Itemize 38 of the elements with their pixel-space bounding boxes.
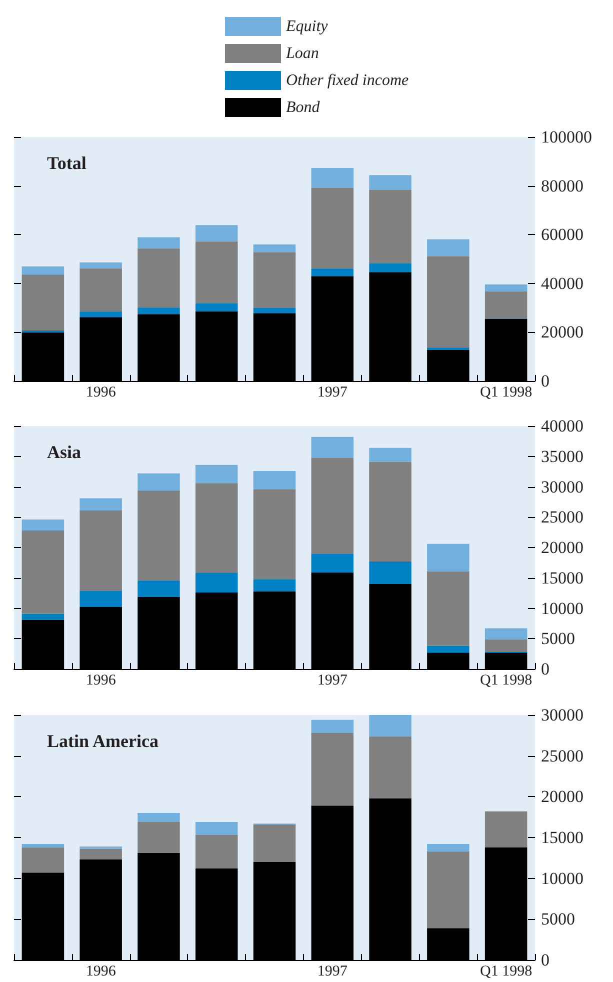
text: Asia <box>47 442 82 462</box>
y-tick-label: 15000 <box>541 828 584 847</box>
x-tick-label: 1996 <box>86 672 116 688</box>
x-tick-label: Q1 1998 <box>480 964 532 980</box>
y-tick-label: 10000 <box>541 598 584 618</box>
y-tick-label: 0 <box>541 660 550 678</box>
legend-label: Loan <box>285 45 319 62</box>
y-tick-label: 25000 <box>541 508 584 527</box>
y-tick-label: 0 <box>541 950 550 970</box>
x-tick-label: 1997 <box>317 964 348 980</box>
y-tick-label: 20000 <box>541 538 584 557</box>
y-tick-label: 5000 <box>541 629 575 648</box>
y-tick-label: 80000 <box>541 176 584 196</box>
y-tick-label: 15000 <box>541 568 584 588</box>
y-tick-label: 10000 <box>541 868 584 888</box>
legend-label: Other fixed income <box>286 72 409 89</box>
y-tick-label: 35000 <box>541 446 584 466</box>
x-tick-label: 1997 <box>317 672 348 688</box>
text: Latin America <box>47 731 158 751</box>
y-tick-label: 30000 <box>541 706 584 724</box>
x-tick-label: 1996 <box>86 384 116 400</box>
y-tick-label: 25000 <box>541 746 584 766</box>
y-tick-label: 40000 <box>541 274 584 293</box>
legend-label: Bond <box>286 99 321 116</box>
y-tick-label: 5000 <box>541 910 575 929</box>
y-tick-label: 40000 <box>541 416 584 436</box>
y-tick-label: 60000 <box>541 225 584 244</box>
y-tick-label: 20000 <box>541 322 584 342</box>
text: Total <box>47 153 86 173</box>
y-tick-label: 100000 <box>541 128 592 146</box>
legend-label: Equity <box>285 18 329 35</box>
y-tick-label: 0 <box>541 372 550 390</box>
x-tick-label: Q1 1998 <box>480 672 532 688</box>
x-tick-label: 1996 <box>86 964 116 980</box>
x-tick-label: 1997 <box>317 384 348 400</box>
y-tick-label: 20000 <box>541 787 584 806</box>
x-tick-label: Q1 1998 <box>480 384 532 400</box>
y-tick-label: 30000 <box>541 477 584 496</box>
